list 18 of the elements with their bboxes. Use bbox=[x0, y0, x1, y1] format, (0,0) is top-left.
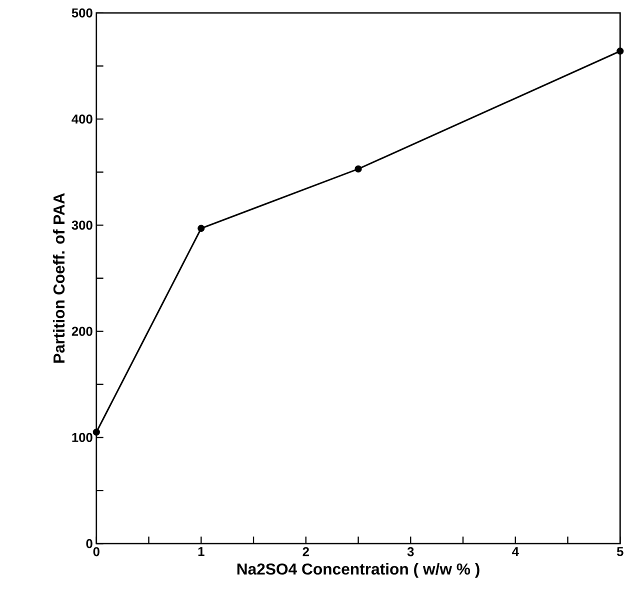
x-tick-label: 4 bbox=[512, 546, 519, 556]
x-tick-label: 3 bbox=[407, 546, 414, 556]
y-tick-label: 500 bbox=[72, 8, 92, 18]
y-tick-label: 200 bbox=[72, 326, 92, 336]
x-tick-label: 5 bbox=[616, 546, 624, 556]
y-tick-label: 400 bbox=[72, 114, 92, 124]
y-axis-title: Partition Coeff. of PAA bbox=[53, 193, 65, 363]
y-tick-label: 300 bbox=[72, 220, 92, 230]
point bbox=[354, 165, 362, 172]
y-tick-label: 100 bbox=[72, 432, 92, 442]
point bbox=[198, 224, 205, 232]
x-tick-label: 1 bbox=[198, 546, 204, 556]
y-tick-label: 0 bbox=[86, 538, 92, 548]
point bbox=[616, 47, 624, 55]
x-axis-title: Na2SO4 Concentration ( w/w % ) bbox=[237, 562, 480, 578]
x-tick-label: 2 bbox=[302, 546, 309, 556]
point bbox=[92, 428, 100, 436]
x-tick-label: 0 bbox=[93, 546, 100, 556]
